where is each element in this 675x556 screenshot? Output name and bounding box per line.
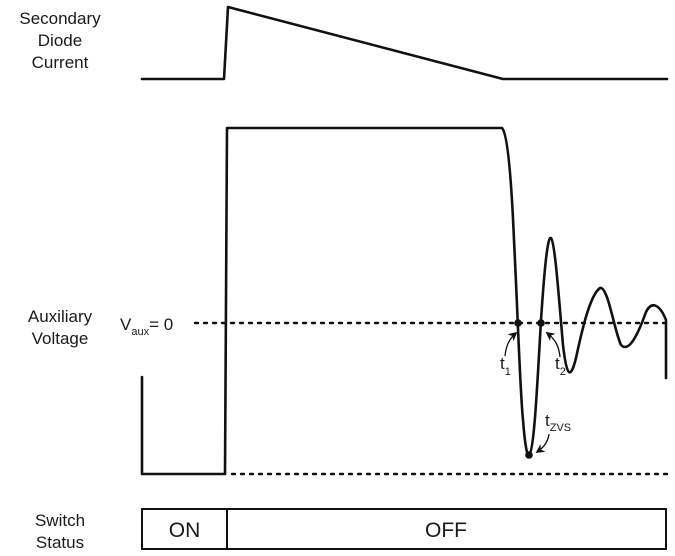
t2-point	[537, 319, 545, 327]
tzvs-label: tZVS	[545, 411, 571, 434]
label-line: Status	[35, 533, 85, 552]
t1-point	[514, 319, 522, 327]
tzvs-arrow-icon	[535, 433, 550, 454]
label-line: Current	[31, 53, 89, 72]
switch-off-label: OFF	[425, 519, 467, 542]
switch-status-label: Switch Status	[0, 510, 120, 554]
t2-arrow-icon	[545, 331, 561, 358]
t1-label: t1	[500, 354, 511, 378]
vaux-zero-annotation: Vaux= 0	[120, 315, 173, 338]
label-line: Diode	[37, 31, 83, 50]
switch-on-label: ON	[169, 519, 201, 542]
label-line: Secondary	[19, 9, 101, 28]
label-line: Switch	[34, 511, 86, 530]
tzvs-point	[525, 451, 533, 459]
t1-arrow-icon	[504, 331, 518, 357]
t2-label: t2	[555, 354, 566, 378]
label-line: Voltage	[31, 329, 89, 348]
label-line: Auxiliary	[27, 307, 93, 326]
auxiliary-voltage-label: Auxiliary Voltage	[0, 306, 120, 350]
switch-status-bar	[141, 508, 667, 550]
auxiliary-voltage-waveform	[140, 126, 668, 476]
secondary-diode-current-label: Secondary Diode Current	[0, 8, 120, 74]
diode-current-waveform	[140, 5, 669, 81]
